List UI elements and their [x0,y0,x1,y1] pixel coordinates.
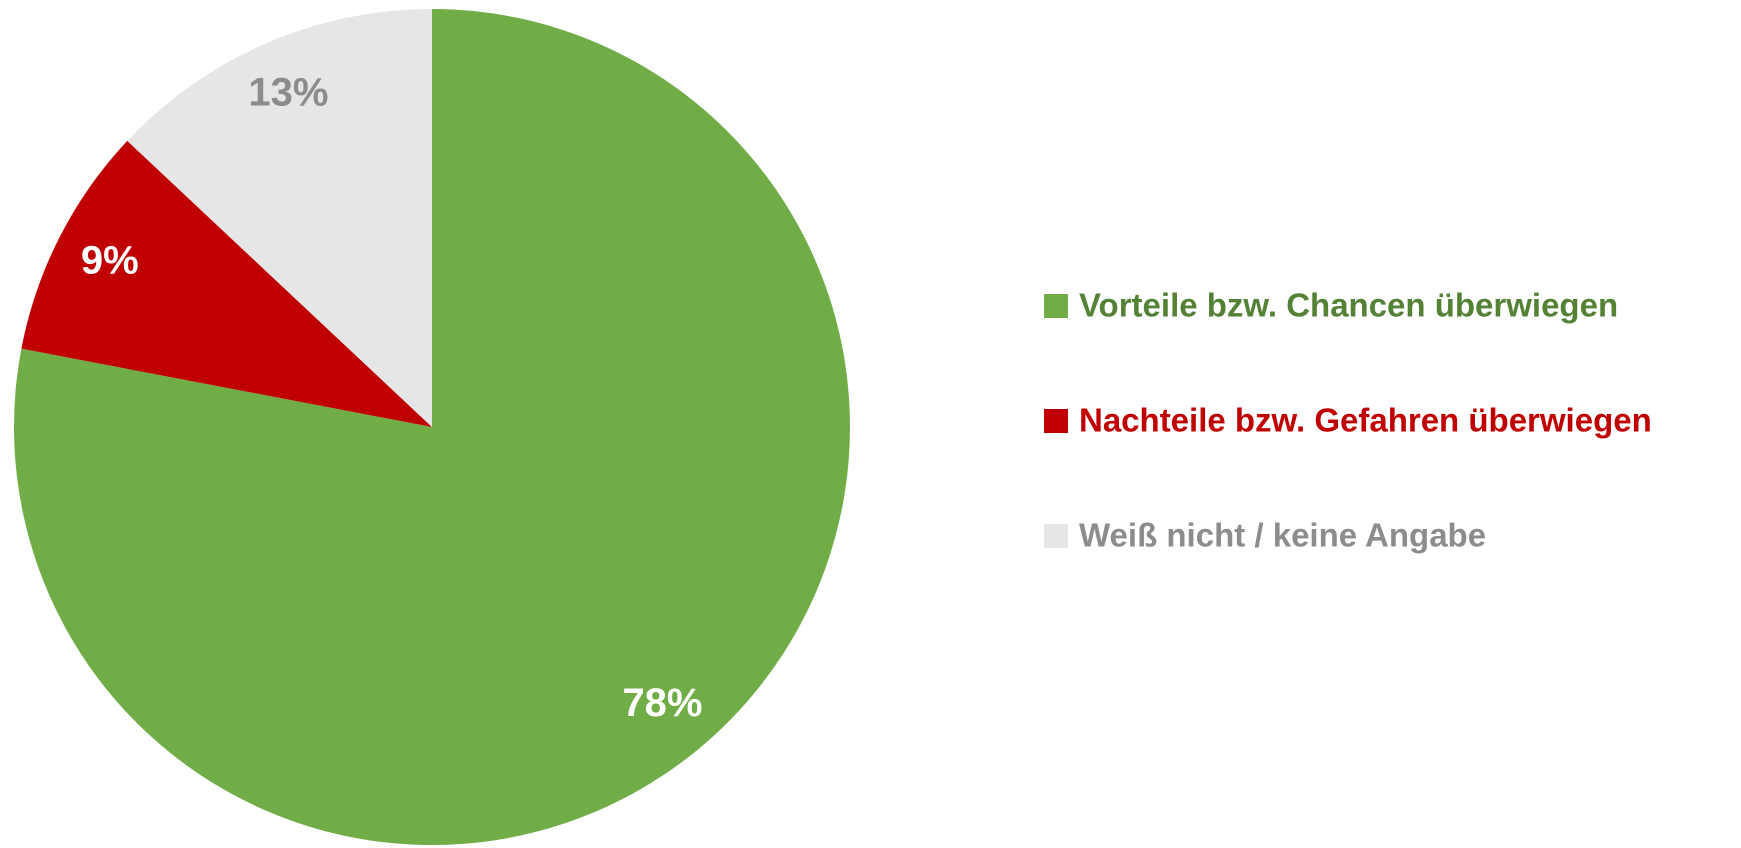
legend-label: Vorteile bzw. Chancen überwiegen [1079,287,1618,324]
legend-swatch [1044,524,1068,548]
value-label: 9% [81,238,139,282]
value-label: 78% [622,681,702,725]
pie-slice [21,140,432,427]
pie-slice [127,9,433,427]
value-label: 13% [248,71,328,115]
legend-label: Weiß nicht / keine Angabe [1079,517,1486,554]
legend-label: Nachteile bzw. Gefahren überwiegen [1079,402,1652,439]
legend-swatch [1044,409,1068,433]
pie-slice [14,9,850,845]
legend-swatch [1044,294,1068,318]
